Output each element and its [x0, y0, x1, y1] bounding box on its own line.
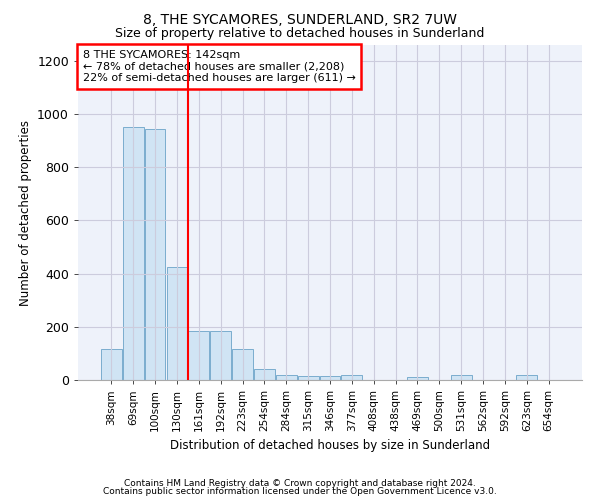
- Bar: [188, 332, 209, 380]
- Bar: [298, 376, 319, 380]
- Y-axis label: Number of detached properties: Number of detached properties: [19, 120, 32, 306]
- Text: 8, THE SYCAMORES, SUNDERLAND, SR2 7UW: 8, THE SYCAMORES, SUNDERLAND, SR2 7UW: [143, 12, 457, 26]
- Bar: [232, 350, 253, 380]
- Bar: [167, 267, 187, 380]
- Bar: [320, 376, 340, 380]
- Bar: [123, 128, 143, 380]
- Bar: [210, 332, 231, 380]
- Bar: [145, 128, 166, 380]
- Bar: [276, 375, 296, 380]
- Text: Contains public sector information licensed under the Open Government Licence v3: Contains public sector information licen…: [103, 487, 497, 496]
- X-axis label: Distribution of detached houses by size in Sunderland: Distribution of detached houses by size …: [170, 440, 490, 452]
- Bar: [407, 378, 428, 380]
- Text: Contains HM Land Registry data © Crown copyright and database right 2024.: Contains HM Land Registry data © Crown c…: [124, 478, 476, 488]
- Bar: [341, 375, 362, 380]
- Bar: [517, 375, 537, 380]
- Bar: [254, 370, 275, 380]
- Text: Size of property relative to detached houses in Sunderland: Size of property relative to detached ho…: [115, 28, 485, 40]
- Text: 8 THE SYCAMORES: 142sqm
← 78% of detached houses are smaller (2,208)
22% of semi: 8 THE SYCAMORES: 142sqm ← 78% of detache…: [83, 50, 356, 83]
- Bar: [101, 350, 122, 380]
- Bar: [451, 375, 472, 380]
